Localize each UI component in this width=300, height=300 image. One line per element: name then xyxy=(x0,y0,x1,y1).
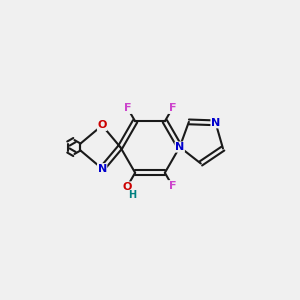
Text: O: O xyxy=(98,120,107,130)
Text: F: F xyxy=(169,181,176,190)
Text: N: N xyxy=(175,142,184,152)
Text: N: N xyxy=(211,118,220,128)
Text: F: F xyxy=(169,103,176,113)
Text: O: O xyxy=(122,182,132,192)
Text: N: N xyxy=(98,164,107,174)
Text: F: F xyxy=(124,103,131,113)
Text: H: H xyxy=(128,190,136,200)
